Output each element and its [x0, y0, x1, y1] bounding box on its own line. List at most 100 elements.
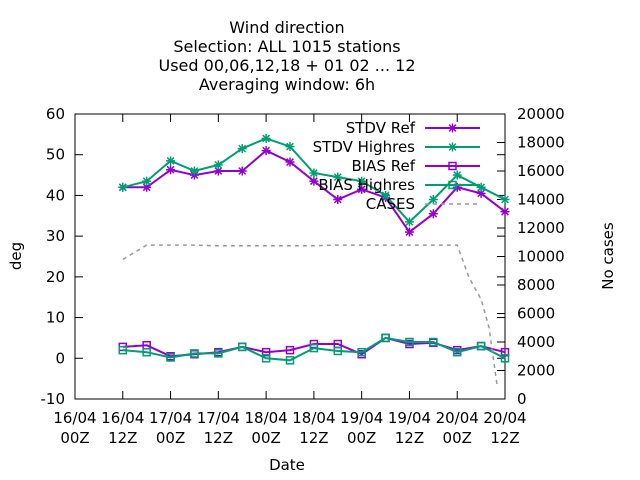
data-point: [285, 345, 295, 355]
series-stdv-highres: [118, 133, 510, 227]
data-point: [453, 171, 462, 179]
x-tick-label-date: 19/04: [388, 409, 431, 427]
data-point: [285, 356, 295, 365]
data-point: [238, 167, 247, 175]
series-line: [122, 336, 506, 362]
data-point: [452, 347, 462, 357]
x-tick-label-hour: 00Z: [443, 429, 472, 447]
y2-axis-label: No cases: [599, 222, 617, 290]
data-point: [214, 160, 223, 169]
data-point: [429, 195, 438, 204]
data-point: [429, 337, 438, 347]
x-tick-label-hour: 12Z: [204, 429, 233, 447]
legend-label: BIAS Ref: [351, 157, 415, 175]
x-tick-label-date: 18/04: [292, 409, 335, 427]
data-point: [214, 167, 223, 175]
data-point: [501, 207, 509, 216]
data-point: [261, 354, 271, 363]
data-point: [214, 349, 223, 358]
series-group: [118, 133, 510, 385]
y-tick-label: 30: [46, 227, 65, 245]
data-point: [142, 347, 151, 357]
data-point: [142, 183, 151, 192]
data-point: [333, 173, 342, 182]
y2-tick-label: 14000: [517, 191, 565, 209]
data-point: [381, 333, 390, 343]
legend-label: CASES: [366, 195, 415, 213]
x-tick-label-hour: 12Z: [490, 429, 519, 447]
y-tick-label: 10: [46, 309, 65, 327]
y-axis-right: 0 2000 4000 6000 8000 10000 12000 14000 16000 180…: [497, 105, 565, 408]
data-point: [190, 167, 199, 175]
data-point: [142, 177, 151, 186]
y-tick-label: -10: [41, 390, 66, 408]
data-point: [500, 347, 510, 357]
data-point: [237, 342, 247, 352]
x-axis: 16/04 00Z 16/04 12Z 17/04 00Z 17/04 12Z 18/04 00Z…: [53, 114, 527, 447]
y-tick-label: 60: [46, 105, 65, 123]
series-stdv-ref: [118, 146, 510, 237]
data-point: [309, 177, 318, 186]
data-point: [429, 209, 438, 218]
legend-marker: [448, 143, 457, 151]
data-point: [190, 349, 199, 358]
title-line-0: Wind direction: [229, 18, 344, 37]
series-line: [122, 149, 506, 234]
y2-tick-label: 18000: [517, 134, 565, 152]
x-tick-label-date: 16/04: [101, 409, 144, 427]
legend-marker: [448, 124, 457, 132]
y2-tick-label: 2000: [517, 362, 555, 380]
y2-tick-label: 8000: [517, 276, 555, 294]
y2-tick-label: 16000: [517, 162, 565, 180]
data-point: [333, 195, 342, 204]
y2-tick-label: 20000: [517, 105, 565, 123]
data-point: [286, 142, 294, 151]
x-tick-label-hour: 12Z: [108, 429, 137, 447]
x-tick-label-hour: 00Z: [347, 429, 376, 447]
y-tick-label: 20: [46, 268, 65, 286]
legend-label: STDV Ref: [346, 119, 416, 137]
x-tick-label-date: 18/04: [244, 409, 287, 427]
y2-tick-label: 4000: [517, 333, 555, 351]
y2-tick-label: 10000: [517, 248, 565, 266]
x-tick-label-hour: 00Z: [251, 429, 280, 447]
data-point: [166, 353, 175, 362]
y-axis-left: -10 0 10 20 30 40 50 60: [41, 105, 505, 408]
data-point: [405, 337, 414, 347]
data-point: [357, 177, 366, 186]
data-point: [309, 169, 318, 177]
data-point: [262, 146, 271, 155]
series-line: [122, 244, 498, 385]
data-point: [166, 156, 175, 165]
series-bias-highres: [118, 333, 510, 365]
x-tick-label-date: 19/04: [340, 409, 383, 427]
data-point: [501, 195, 509, 204]
x-tick-label-date: 20/04: [483, 409, 526, 427]
legend-marker: [448, 180, 457, 190]
data-point: [357, 347, 366, 357]
series-cases: [122, 244, 498, 385]
title-line-3: Averaging window: 6h: [199, 75, 375, 94]
x-tick-label-date: 20/04: [436, 409, 479, 427]
x-tick-label-date: 17/04: [197, 409, 240, 427]
x-tick-label-hour: 12Z: [395, 429, 424, 447]
data-point: [262, 134, 271, 143]
y-tick-label: 0: [55, 349, 65, 367]
data-point: [118, 183, 127, 192]
x-tick-label-date: 16/04: [53, 409, 96, 427]
y-tick-label: 50: [46, 146, 65, 164]
data-point: [333, 346, 343, 356]
title-line-1: Selection: ALL 1015 stations: [173, 37, 400, 56]
legend-label: STDV Highres: [313, 138, 416, 156]
x-tick-label-hour: 00Z: [156, 429, 185, 447]
data-point: [166, 165, 175, 174]
title-line-2: Used 00,06,12,18 + 01 02 ... 12: [159, 56, 416, 75]
x-axis-label: Date: [269, 456, 305, 474]
data-point: [477, 183, 486, 192]
legend-label: BIAS Highres: [318, 176, 415, 194]
data-point: [476, 341, 486, 351]
data-point: [405, 217, 414, 226]
